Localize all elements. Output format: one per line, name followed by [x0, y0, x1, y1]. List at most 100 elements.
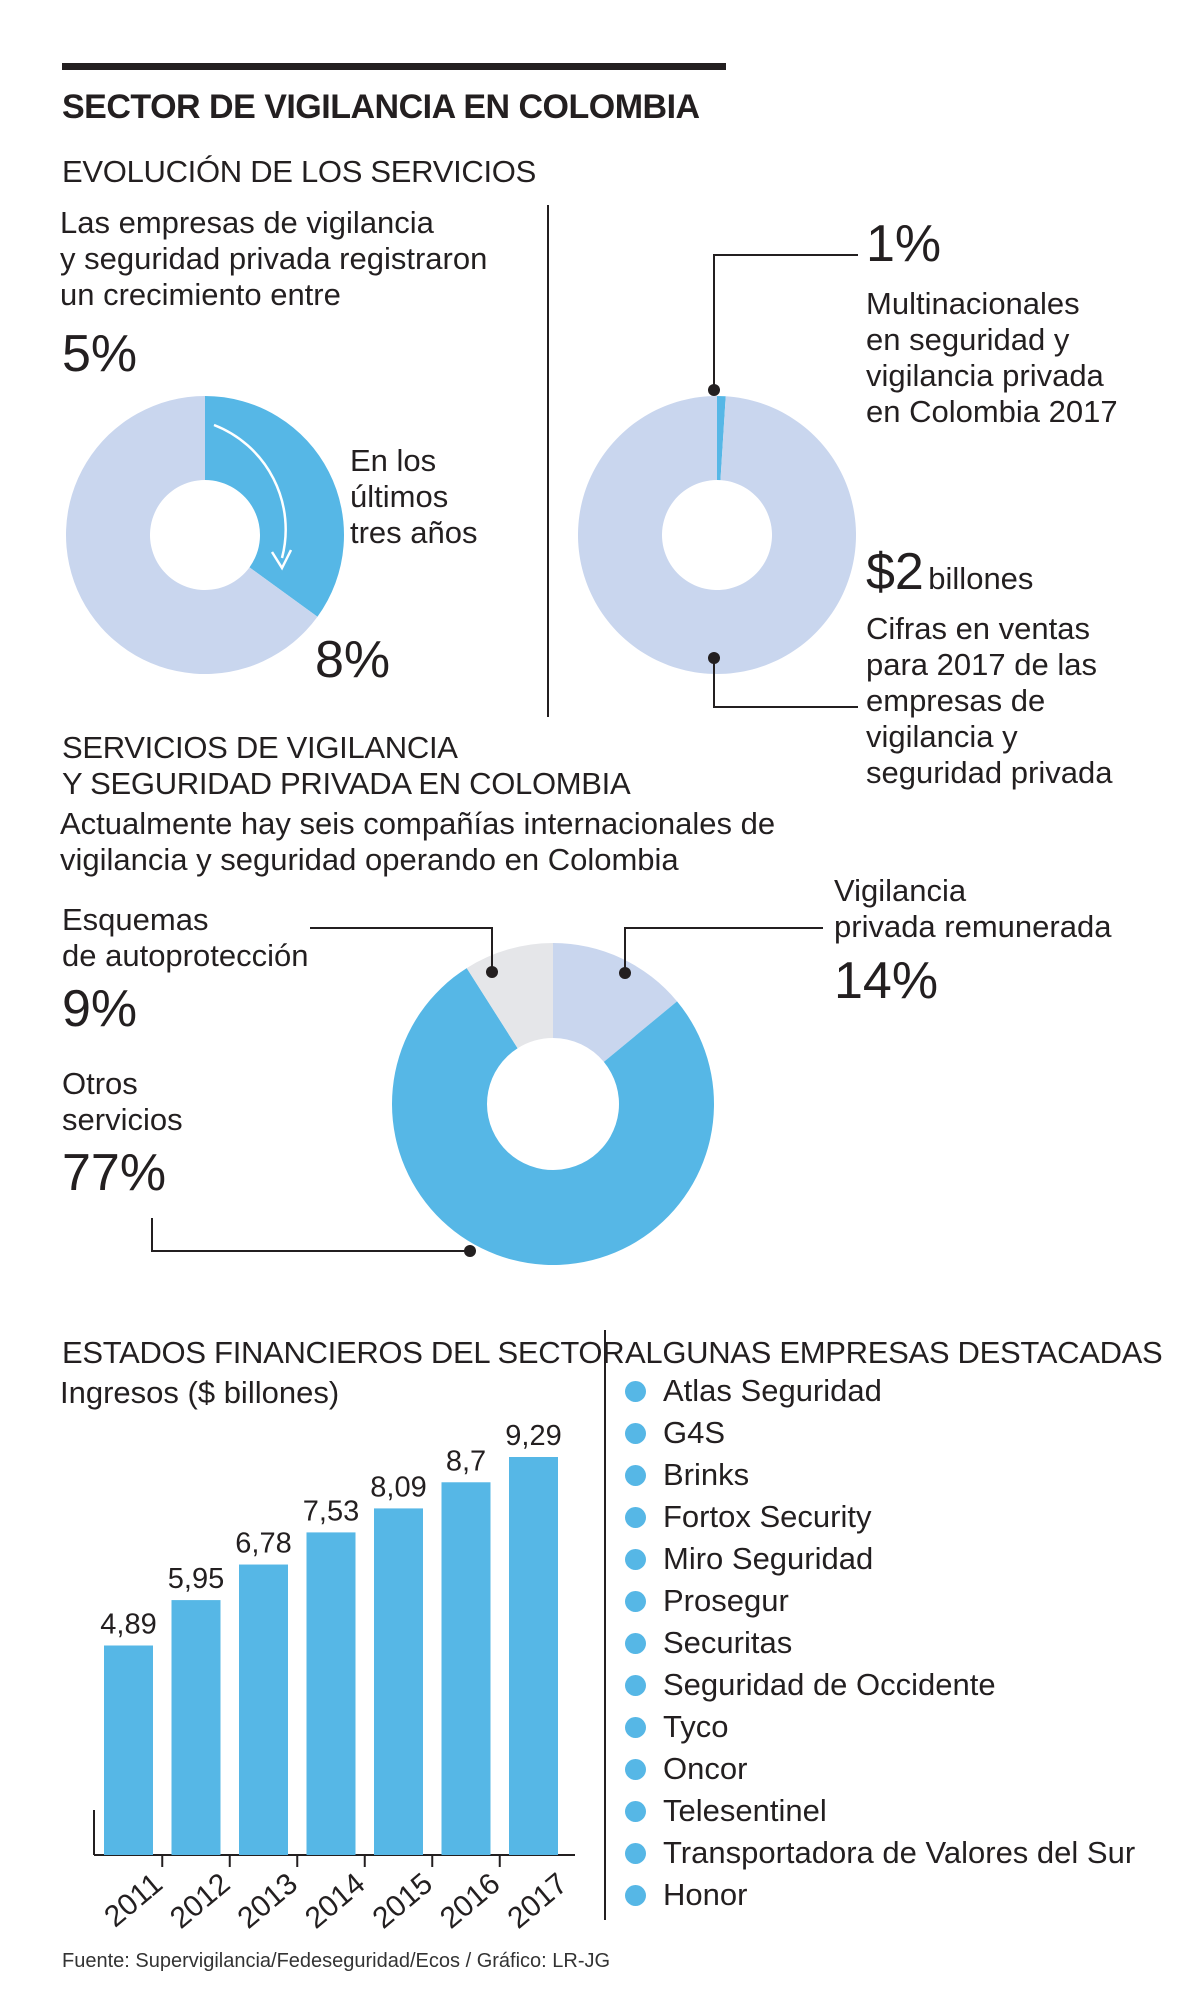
company-name: Telesentinel — [663, 1793, 827, 1828]
bar — [104, 1645, 153, 1855]
bullet-icon — [625, 1675, 646, 1696]
callout-line-esquemas — [310, 927, 493, 972]
bullet-icon — [625, 1885, 646, 1906]
company-name: Miro Seguridad — [663, 1541, 874, 1576]
company-name: Tyco — [663, 1709, 729, 1744]
source-footer: Fuente: Supervigilancia/Fedeseguridad/Ec… — [62, 1950, 611, 1972]
bullet-icon — [625, 1843, 646, 1864]
multinationals-description-line: en Colombia 2017 — [866, 394, 1118, 429]
bullet-icon — [625, 1801, 646, 1822]
list-item: Oncor — [625, 1748, 1135, 1790]
evolution-heading: EVOLUCIÓN DE LOS SERVICIOS — [62, 154, 536, 189]
list-item: Miro Seguridad — [625, 1538, 1135, 1580]
list-item: G4S — [625, 1412, 1135, 1454]
slice-value-esquemas: 9% — [62, 980, 138, 1038]
evolution-intro: Las empresas de vigilancia y seguridad p… — [60, 205, 487, 313]
financials-heading: ESTADOS FINANCIEROS DEL SECTOR — [62, 1335, 625, 1370]
bullet-icon — [625, 1423, 646, 1444]
sales-value: $2 — [866, 543, 924, 601]
multinationals-percent: 1% — [866, 215, 942, 273]
list-item: Prosegur — [625, 1580, 1135, 1622]
company-name: Fortox Security — [663, 1499, 872, 1534]
list-item: Tyco — [625, 1706, 1135, 1748]
bar-value-label: 8,09 — [370, 1471, 426, 1503]
services-intro: Actualmente hay seis compañías internaci… — [60, 806, 775, 878]
pie-slice-others — [577, 396, 856, 674]
x-tick-label: 2017 — [502, 1867, 574, 1935]
slice-label-line: privada remunerada — [834, 909, 1112, 944]
x-tick-label: 2016 — [434, 1867, 506, 1935]
x-tick-label: 2011 — [98, 1867, 169, 1934]
growth-arrowhead-icon — [270, 549, 293, 571]
growth-low-value: 5% — [62, 325, 138, 383]
services-intro-line: vigilancia y seguridad operando en Colom… — [60, 842, 679, 877]
slice-value-vigilancia: 14% — [834, 952, 939, 1010]
bar — [306, 1532, 356, 1855]
pie-slice-growth — [205, 396, 344, 617]
company-name: Transportadora de Valores del Sur — [663, 1835, 1136, 1870]
pie-slice-otros — [392, 968, 714, 1265]
bar-value-label: 6,78 — [235, 1528, 291, 1560]
bullet-icon — [625, 1759, 646, 1780]
companies-heading: ALGUNAS EMPRESAS DESTACADAS — [625, 1335, 1163, 1370]
multinationals-description-line: vigilancia privada — [866, 358, 1104, 393]
bullet-icon — [625, 1507, 646, 1528]
sales-description-line: vigilancia y — [866, 719, 1018, 754]
bullet-icon — [625, 1591, 646, 1612]
growth-arrow-icon — [213, 423, 287, 559]
bar-value-label: 4,89 — [100, 1609, 156, 1641]
services-heading-line: SERVICIOS DE VIGILANCIA — [62, 730, 458, 765]
callout-line-sales — [713, 658, 858, 708]
list-item: Atlas Seguridad — [625, 1370, 1135, 1412]
sales-figure: $2 billones — [866, 544, 1033, 600]
list-item: Securitas — [625, 1622, 1135, 1664]
bullet-icon — [625, 1381, 646, 1402]
page-title: SECTOR DE VIGILANCIA EN COLOMBIA — [62, 88, 700, 126]
sales-description-line: Cifras en ventas — [866, 611, 1090, 646]
services-heading: SERVICIOS DE VIGILANCIA Y SEGURIDAD PRIV… — [62, 730, 631, 802]
growth-period-line: últimos — [350, 479, 449, 514]
evolution-intro-line: y seguridad privada registraron — [60, 241, 488, 276]
company-name: G4S — [663, 1415, 726, 1450]
bar-value-label: 9,29 — [505, 1420, 561, 1452]
slice-label-line: servicios — [62, 1102, 183, 1137]
x-tick-label: 2015 — [367, 1867, 439, 1935]
bar — [239, 1564, 288, 1855]
slice-label-line: Esquemas — [62, 902, 209, 937]
pie-slice-rest — [66, 396, 318, 675]
growth-period-label: En los últimos tres años — [350, 443, 478, 551]
financials-subheading: Ingresos ($ billones) — [60, 1375, 340, 1410]
pie-slice-vigilancia — [553, 943, 678, 1062]
bar-value-label: 5,95 — [168, 1563, 224, 1595]
sales-description-line: seguridad privada — [866, 755, 1113, 790]
section-divider — [547, 205, 549, 717]
bullet-icon — [625, 1549, 646, 1570]
companies-list: Atlas Seguridad G4S Brinks Fortox Securi… — [625, 1370, 1135, 1916]
sales-unit: billones — [928, 561, 1034, 596]
growth-period-line: En los — [350, 443, 437, 478]
financials-divider — [604, 1330, 606, 1920]
growth-high-value: 8% — [315, 631, 391, 689]
bar — [171, 1600, 221, 1855]
title-rule — [62, 63, 726, 70]
slice-label-vigilancia: Vigilancia privada remunerada — [834, 873, 1111, 945]
services-intro-line: Actualmente hay seis compañías internaci… — [60, 806, 776, 841]
bar — [374, 1508, 423, 1855]
sales-description-line: empresas de — [866, 683, 1046, 718]
callout-line-otros — [151, 1218, 470, 1252]
company-name: Atlas Seguridad — [663, 1373, 882, 1408]
list-item: Honor — [625, 1874, 1135, 1916]
bar-value-label: 8,7 — [446, 1445, 486, 1477]
callout-line-multinationals — [713, 254, 858, 390]
multinationals-description-line: Multinacionales — [866, 286, 1080, 321]
evolution-intro-line: un crecimiento entre — [60, 277, 341, 312]
bullet-icon — [625, 1717, 646, 1738]
x-tick-label: 2012 — [164, 1867, 236, 1935]
slice-label-otros: Otros servicios — [62, 1066, 183, 1138]
slice-label-line: de autoprotección — [62, 938, 309, 973]
company-name: Honor — [663, 1877, 748, 1912]
sales-description: Cifras en ventas para 2017 de las empres… — [866, 611, 1112, 791]
bullet-icon — [625, 1465, 646, 1486]
bullet-icon — [625, 1633, 646, 1654]
